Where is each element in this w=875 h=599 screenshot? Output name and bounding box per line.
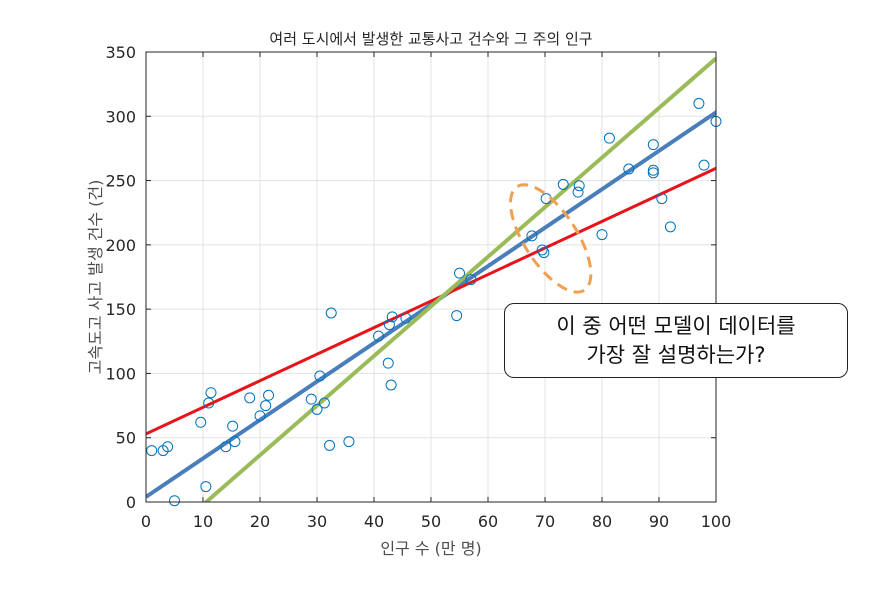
data-point: [260, 400, 272, 412]
data-point: [536, 244, 548, 256]
x-tick-label: 70: [535, 512, 555, 531]
data-point: [572, 186, 584, 198]
data-point: [693, 97, 705, 109]
data-point: [698, 159, 710, 171]
data-point: [195, 416, 207, 428]
data-point: [325, 307, 337, 319]
data-point: [227, 420, 239, 432]
plot-frame: [145, 51, 717, 503]
y-tick-label: 350: [105, 43, 136, 62]
data-point: [324, 439, 336, 451]
data-point: [305, 393, 317, 405]
data-point: [451, 310, 463, 322]
callout-line-1: 이 중 어떤 모델이 데이터를: [556, 313, 796, 338]
x-tick-label: 50: [421, 512, 441, 531]
data-point: [254, 410, 266, 422]
data-point: [385, 379, 397, 391]
data-point: [205, 387, 217, 399]
data-point: [647, 164, 659, 176]
highlight-group: [509, 183, 593, 294]
data-point: [454, 267, 465, 279]
x-tick-label: 60: [478, 512, 498, 531]
x-tick-label: 10: [193, 512, 213, 531]
y-tick-label: 150: [105, 300, 136, 319]
x-tick-label: 0: [141, 512, 151, 531]
data-point: [656, 193, 668, 205]
data-point: [229, 436, 241, 448]
data-point: [603, 132, 615, 144]
question-callout: 이 중 어떤 모델이 데이터를 가장 잘 설명하는가?: [504, 303, 848, 378]
y-tick-label: 0: [126, 493, 136, 512]
data-point: [373, 330, 385, 342]
data-point: [263, 389, 275, 401]
y-axis-label: 고속도고 사고 발생 건수 (건): [86, 180, 105, 375]
y-tick-label: 250: [105, 172, 136, 191]
data-point: [526, 230, 538, 242]
green-fit-line: [203, 56, 716, 502]
x-tick-label: 30: [307, 512, 327, 531]
data-point: [623, 163, 635, 175]
data-point: [647, 167, 659, 179]
data-point: [311, 403, 323, 415]
chart-title: 여러 도시에서 발생한 교통사고 건수와 그 주의 인구: [269, 30, 592, 48]
data-point: [538, 247, 550, 259]
x-axis-label: 인구 수 (만 명): [380, 539, 481, 558]
y-tick-label: 100: [105, 364, 136, 383]
x-tick-label: 20: [250, 512, 270, 531]
data-point: [244, 392, 256, 404]
data-point: [343, 436, 355, 448]
data-point: [318, 397, 330, 409]
y-tick-label: 50: [116, 429, 136, 448]
x-tick-label: 40: [364, 512, 384, 531]
data-point: [400, 312, 412, 324]
x-tick-label: 90: [649, 512, 669, 531]
data-point: [314, 370, 326, 382]
highlight-ellipse: [509, 183, 593, 294]
data-point: [203, 397, 215, 409]
y-tick-labels: 0 50 100 150 200 250 300 350: [105, 43, 136, 512]
red-fit-line: [146, 166, 716, 436]
fit-lines: [146, 56, 716, 502]
x-tick-label: 80: [592, 512, 612, 531]
data-point: [664, 221, 676, 233]
data-point: [200, 481, 212, 493]
data-point: [596, 229, 608, 241]
data-point: [573, 180, 585, 192]
data-point: [386, 311, 398, 323]
x-tick-labels: 0 10 20 30 40 50 60 70 80 90 100: [141, 512, 731, 531]
y-tick-label: 200: [105, 236, 136, 255]
data-point: [465, 274, 477, 286]
x-tick-label: 100: [701, 512, 732, 531]
y-tick-label: 300: [105, 107, 136, 126]
data-points: [146, 97, 722, 507]
data-point: [383, 319, 395, 331]
data-point: [146, 445, 158, 457]
data-point: [557, 178, 569, 190]
data-point: [647, 139, 659, 151]
data-point: [382, 357, 394, 369]
data-point: [220, 441, 232, 453]
callout-line-2: 가장 잘 설명하는가?: [586, 342, 766, 367]
data-point: [162, 441, 174, 453]
data-point: [169, 495, 180, 507]
